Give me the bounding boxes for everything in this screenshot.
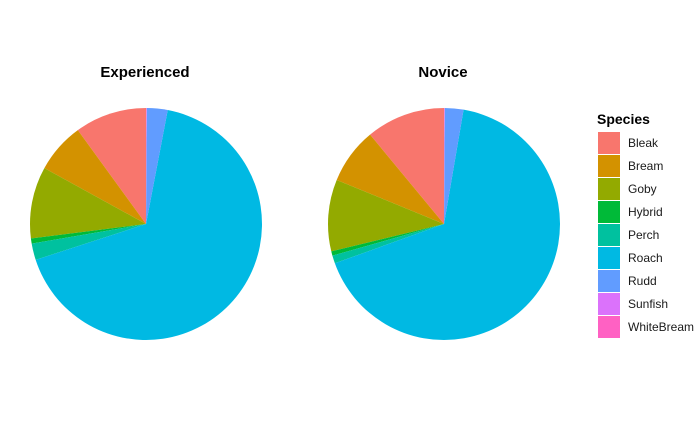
legend-swatch [598, 155, 620, 177]
legend-label: WhiteBream [628, 320, 694, 334]
legend-item-roach: Roach [598, 247, 663, 269]
pie-slice-rudd [146, 108, 168, 224]
legend-label: Roach [628, 251, 663, 265]
pie-slice-perch [31, 224, 147, 260]
pie-facet-novice: Novice [328, 64, 561, 341]
legend: Species Bleak Bream Goby Hybrid Perch Roach Ru… [597, 111, 694, 338]
pie-slice-roach [35, 110, 262, 340]
legend-label: Goby [628, 182, 657, 196]
pie-slice-sunfish [444, 107, 445, 224]
facet-title: Novice [418, 64, 467, 81]
legend-item-sunfish: Sunfish [598, 293, 668, 315]
pie-slice-perch [332, 224, 444, 264]
pie-slice-bream [336, 134, 444, 224]
legend-swatch [598, 178, 620, 200]
legend-swatch [598, 293, 620, 315]
legend-item-bream: Bream [598, 155, 663, 177]
legend-swatch [598, 132, 620, 154]
pie-slice-hybrid [30, 224, 146, 244]
legend-item-bleak: Bleak [598, 132, 659, 154]
legend-label: Perch [628, 228, 659, 242]
pie-slice-goby [328, 179, 444, 252]
legend-item-rudd: Rudd [598, 270, 657, 292]
legend-swatch [598, 316, 620, 338]
pie-slice-bleak [77, 108, 146, 224]
pie-slice-roach [334, 109, 561, 341]
pie-slice-rudd [444, 108, 464, 224]
legend-label: Hybrid [628, 205, 663, 219]
legend-swatch [598, 247, 620, 269]
legend-swatch [598, 270, 620, 292]
pie-slice-bleak [370, 108, 444, 224]
legend-swatch [598, 224, 620, 246]
legend-item-goby: Goby [598, 178, 657, 200]
legend-item-hybrid: Hybrid [598, 201, 663, 223]
legend-item-perch: Perch [598, 224, 659, 246]
facets-layer: Experienced Novice [29, 64, 561, 341]
pie-facet-experienced: Experienced [29, 64, 262, 340]
legend-swatch [598, 201, 620, 223]
legend-items: Bleak Bream Goby Hybrid Perch Roach Rudd Sunfis… [598, 132, 694, 338]
legend-label: Bream [628, 159, 663, 173]
legend-label: Sunfish [628, 297, 668, 311]
legend-item-whitebream: WhiteBream [598, 316, 694, 338]
facet-title: Experienced [100, 64, 189, 81]
legend-label: Rudd [628, 274, 657, 288]
legend-title: Species [597, 111, 650, 127]
legend-label: Bleak [628, 136, 659, 150]
pie-slice-goby [29, 168, 146, 239]
pie-slice-hybrid [331, 224, 444, 256]
pie-slice-sunfish [146, 107, 147, 224]
pie-slice-bream [44, 130, 146, 224]
